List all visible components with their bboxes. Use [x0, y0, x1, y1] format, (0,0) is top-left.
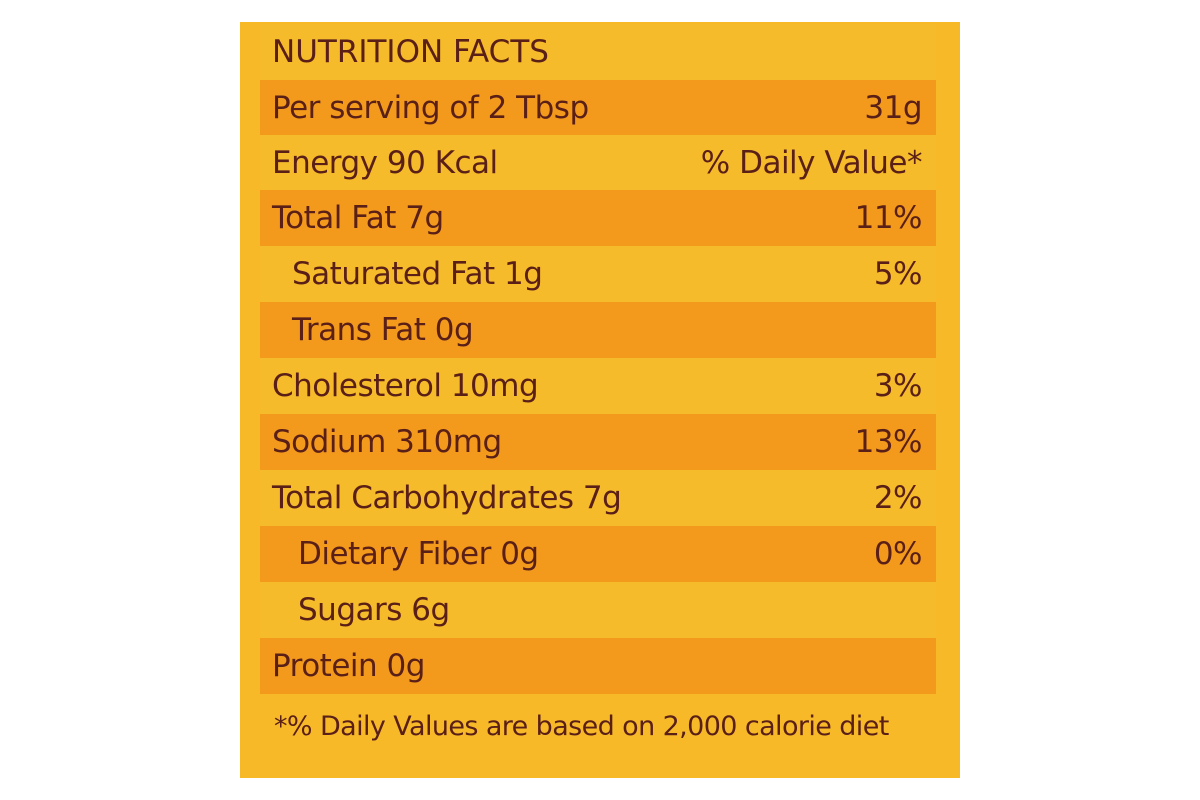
row-name: Total Fat 7g	[272, 200, 444, 236]
nutrition-row-serving: Per serving of 2 Tbsp 31g	[260, 80, 936, 136]
nutrition-row-trans-fat: Trans Fat 0g	[260, 302, 936, 358]
row-value: 3%	[873, 368, 923, 404]
row-name: Cholesterol 10mg	[272, 368, 539, 404]
nutrition-row-saturated-fat: Saturated Fat 1g 5%	[260, 246, 936, 302]
row-name: Saturated Fat 1g	[292, 256, 543, 292]
row-value: 2%	[873, 480, 923, 516]
row-value: 11%	[854, 200, 923, 236]
row-value: 13%	[854, 424, 923, 460]
row-name: Total Carbohydrates 7g	[272, 480, 622, 516]
row-value: % Daily Value*	[700, 145, 923, 181]
row-name: Protein 0g	[272, 648, 425, 684]
row-name: Sugars 6g	[298, 592, 450, 628]
row-name: Dietary Fiber 0g	[298, 536, 539, 572]
nutrition-row-energy: Energy 90 Kcal % Daily Value*	[260, 135, 936, 191]
nutrition-row-cholesterol: Cholesterol 10mg 3%	[260, 358, 936, 414]
row-name: Trans Fat 0g	[292, 312, 474, 348]
nutrition-row-sugars: Sugars 6g	[260, 582, 936, 638]
nutrition-row-total-carbohydrates: Total Carbohydrates 7g 2%	[260, 470, 936, 526]
nutrition-facts-label: NUTRITION FACTS Per serving of 2 Tbsp 31…	[240, 22, 960, 778]
nutrition-title-row: NUTRITION FACTS	[260, 24, 936, 80]
daily-value-footnote: *% Daily Values are based on 2,000 calor…	[274, 710, 889, 742]
row-value: 0%	[873, 536, 923, 572]
nutrition-row-dietary-fiber: Dietary Fiber 0g 0%	[260, 526, 936, 582]
row-name: Sodium 310mg	[272, 424, 502, 460]
nutrition-row-sodium: Sodium 310mg 13%	[260, 414, 936, 470]
nutrition-title: NUTRITION FACTS	[272, 34, 549, 70]
row-name: Energy 90 Kcal	[272, 145, 498, 181]
row-value: 5%	[873, 256, 923, 292]
nutrition-row-protein: Protein 0g	[260, 638, 936, 694]
nutrition-row-total-fat: Total Fat 7g 11%	[260, 190, 936, 246]
row-value: 31g	[864, 90, 922, 126]
row-name: Per serving of 2 Tbsp	[272, 90, 589, 126]
